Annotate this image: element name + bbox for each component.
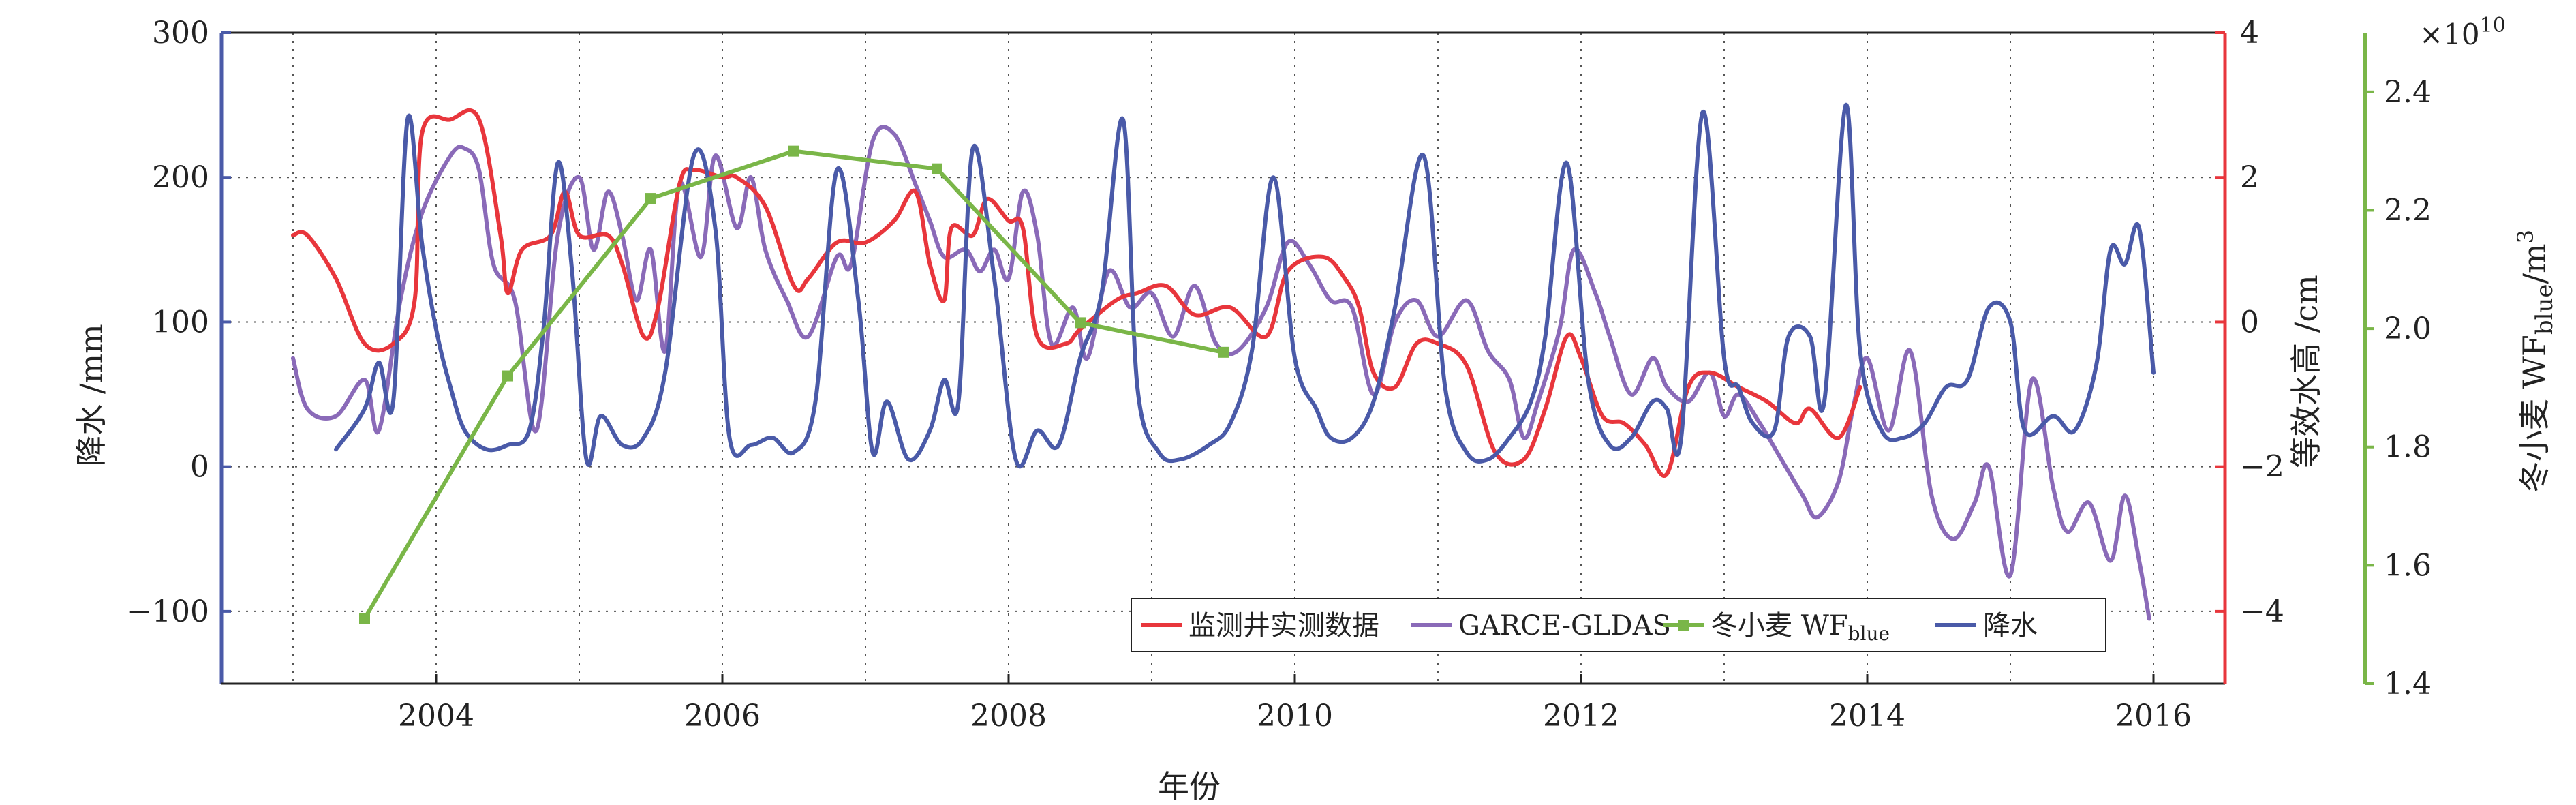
y-right1-tick-label: −4	[2240, 594, 2284, 629]
y-right2-tick-label: 2.0	[2384, 312, 2432, 346]
x-tick-label: 2006	[684, 699, 761, 733]
x-tick-label: 2016	[2115, 699, 2192, 733]
series-point-2	[502, 370, 513, 382]
y-right2-multiplier: ×1010	[2419, 14, 2506, 51]
legend: 监测井实测数据 GARCE-GLDAS 冬小麦 WFblue 降水	[1131, 598, 2106, 652]
series-line-1	[291, 125, 2151, 621]
series-line-2	[363, 149, 1225, 621]
x-tick-label: 2004	[398, 699, 474, 733]
y-right1-tick-label: 2	[2240, 160, 2259, 195]
y-left-tick-label: −100	[127, 594, 209, 629]
y-right1-axis-label: 等效水高 /cm	[2288, 275, 2325, 468]
y-right1-tick-label: 4	[2240, 16, 2259, 50]
series-point-2	[1218, 346, 1229, 358]
y-left-tick-label: 200	[152, 160, 209, 195]
legend-label-2: 冬小麦 WFblue	[1711, 610, 1890, 645]
series-line-3	[334, 103, 2156, 469]
series-point-2	[1075, 317, 1086, 329]
legend-label-1: GARCE-GLDAS	[1458, 610, 1671, 641]
y-right1-tick-label: 0	[2240, 305, 2259, 339]
y-right2-tick-label: 2.2	[2384, 193, 2432, 228]
legend-label-0: 监测井实测数据	[1189, 610, 1379, 641]
series-point-2	[645, 193, 656, 204]
series-point-2	[932, 163, 942, 174]
y-right2-tick-label: 1.8	[2384, 430, 2432, 465]
x-tick-label: 2010	[1257, 699, 1333, 733]
y-right2-tick-label: 1.6	[2384, 548, 2432, 583]
y-left-tick-label: 100	[152, 305, 209, 339]
series-line-0	[291, 108, 1862, 478]
series-point-2	[788, 145, 799, 157]
series-layer	[291, 103, 2156, 624]
x-tick-label: 2012	[1543, 699, 1619, 733]
y-right2-tick-label: 1.4	[2384, 667, 2432, 701]
y-left-axis-label: 降水 /mm	[73, 324, 110, 466]
legend-label-3: 降水	[1983, 610, 2038, 641]
y-right2-tick-label: 2.4	[2384, 75, 2432, 110]
x-tick-label: 2014	[1829, 699, 1905, 733]
y-left-tick-label: 300	[152, 16, 209, 50]
series-point-2	[359, 613, 370, 624]
y-left-tick-label: 0	[190, 450, 209, 485]
x-tick-label: 2008	[970, 699, 1047, 733]
y-right2-axis-label: 冬小麦 WFblue/m3	[2513, 230, 2558, 493]
axes-layer: 2004 2006 2008 2010 2012 2014 2016 −100 0 100 200 3…	[127, 16, 2432, 733]
y-right1-tick-label: −2	[2240, 450, 2284, 485]
x-axis-label: 年份	[1158, 768, 1221, 805]
legend-marker-2	[1678, 620, 1689, 631]
